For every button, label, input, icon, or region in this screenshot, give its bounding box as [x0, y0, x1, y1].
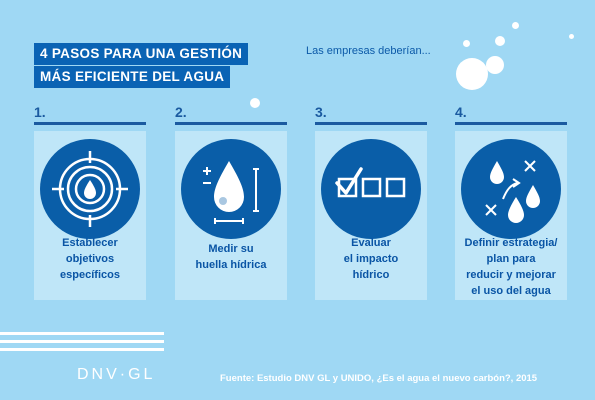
- step-2-divider: [175, 122, 287, 125]
- strategy-plan-drops-icon: [461, 139, 561, 239]
- step-3-card: Evaluar el impacto hídrico: [315, 131, 427, 300]
- step-1-card: Establecer objetivos específicos: [34, 131, 146, 300]
- bubble-decoration: [512, 22, 519, 29]
- water-footprint-measure-icon: [181, 139, 281, 239]
- step-2-number: 2.: [175, 104, 187, 120]
- stripe: [0, 332, 164, 335]
- step-4-text: Definir estrategia/plan para reducir y me…: [464, 237, 558, 297]
- step-3-text: Evaluar el impacto hídrico: [343, 237, 399, 281]
- bubble-decoration: [463, 40, 470, 47]
- step-1-number: 1.: [34, 104, 46, 120]
- bubble-decoration: [456, 58, 488, 90]
- footer-stripes: [0, 332, 164, 356]
- bubble-decoration: [250, 98, 260, 108]
- dnv-gl-logo: DNV·GL: [77, 366, 156, 383]
- bubble-decoration: [569, 34, 574, 39]
- step-3-number: 3.: [315, 104, 327, 120]
- step-1-divider: [34, 122, 146, 125]
- step-3-divider: [315, 122, 427, 125]
- step-4-divider: [455, 122, 567, 125]
- bubble-decoration: [495, 36, 505, 46]
- step-4-card: Definir estrategia/plan para reducir y me…: [455, 131, 567, 300]
- step-4-number: 4.: [455, 104, 467, 120]
- title-line-1: 4 PASOS PARA UNA GESTIÓN: [34, 43, 249, 65]
- subtitle: Las empresas deberían...: [306, 45, 431, 57]
- stripe: [0, 348, 164, 351]
- bubble-decoration: [486, 56, 504, 74]
- source-citation: Fuente: Estudio DNV GL y UNIDO, ¿Es el a…: [220, 373, 538, 384]
- step-2-text: Medir su huella hídrica: [195, 243, 267, 271]
- title-line-2: MÁS EFICIENTE DEL AGUA: [34, 66, 231, 88]
- stripe: [0, 340, 164, 343]
- step-2-card: Medir su huella hídrica: [175, 131, 287, 300]
- checkbox-evaluation-icon: [321, 139, 421, 239]
- step-1-text: Establecer objetivos específicos: [60, 237, 120, 281]
- target-water-drop-icon: [40, 139, 140, 239]
